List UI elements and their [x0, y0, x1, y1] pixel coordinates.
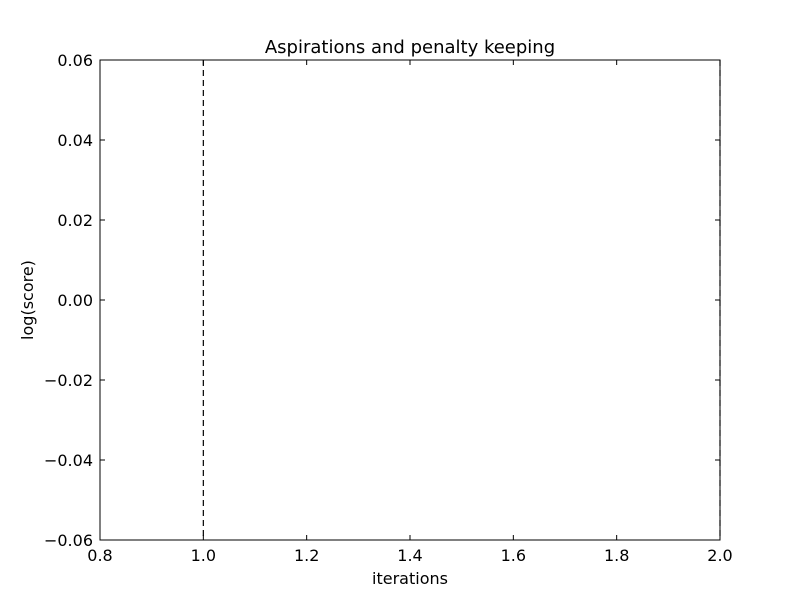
x-tick-label: 0.8 [87, 546, 112, 565]
x-tick-label: 1.0 [191, 546, 216, 565]
x-tick-label: 1.6 [501, 546, 526, 565]
y-tick-label: 0.06 [57, 51, 93, 70]
chart-title: Aspirations and penalty keeping [265, 37, 555, 58]
x-tick-label: 1.8 [604, 546, 629, 565]
y-axis-ticks: −0.06 −0.04 −0.02 0.00 0.02 0.04 0.06 [44, 51, 720, 550]
x-axis-ticks: 0.8 1.0 1.2 1.4 1.6 1.8 2.0 [87, 60, 733, 565]
y-axis-label: log(score) [18, 260, 37, 340]
y-tick-label: 0.00 [57, 291, 93, 310]
x-tick-label: 1.2 [294, 546, 319, 565]
y-tick-label: 0.04 [57, 131, 93, 150]
y-tick-label: −0.06 [44, 531, 93, 550]
x-tick-label: 2.0 [707, 546, 732, 565]
y-tick-label: −0.04 [44, 451, 93, 470]
y-tick-label: −0.02 [44, 371, 93, 390]
x-axis-label: iterations [372, 569, 448, 588]
plot-frame [99, 59, 721, 541]
y-tick-label: 0.02 [57, 211, 93, 230]
x-tick-label: 1.4 [397, 546, 422, 565]
